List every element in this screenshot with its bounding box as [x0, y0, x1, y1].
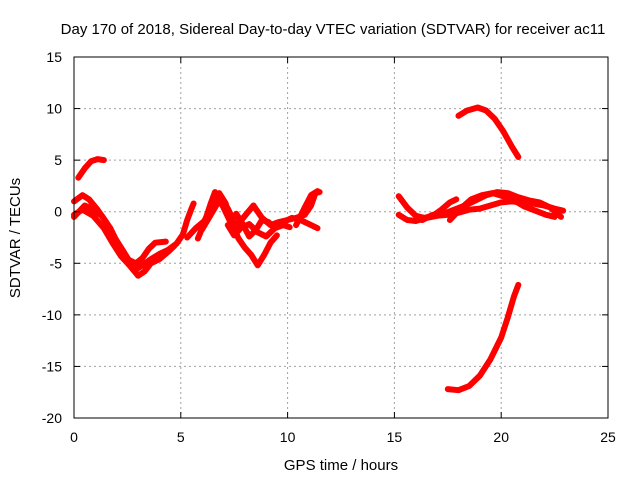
y-axis-ticks: -20 -15 -10 -5 0 5 10 15 — [42, 49, 608, 426]
data-series — [71, 104, 567, 394]
x-tick-label: 15 — [387, 429, 403, 445]
series-arc-2 — [71, 192, 197, 273]
y-tick-label: -10 — [42, 307, 62, 323]
x-tick-label: 25 — [600, 429, 616, 445]
x-axis-ticks: 0 5 10 15 20 25 — [70, 57, 616, 445]
x-tick-label: 0 — [70, 429, 78, 445]
y-tick-label: 5 — [54, 152, 62, 168]
series-arc-14 — [455, 104, 522, 160]
y-tick-label: -5 — [50, 255, 63, 271]
series-arc-15 — [444, 281, 522, 394]
x-tick-label: 5 — [177, 429, 185, 445]
series-arc-1 — [75, 156, 107, 181]
y-tick-label: 15 — [46, 49, 62, 65]
series-arc-3 — [71, 206, 178, 279]
x-tick-label: 10 — [280, 429, 296, 445]
series-arc-7 — [199, 189, 323, 233]
series-arc-13 — [446, 190, 558, 223]
grid-lines — [74, 57, 608, 418]
plot-frame — [73, 56, 609, 419]
y-axis-label: SDTVAR / TECUs — [7, 178, 24, 298]
y-tick-label: -15 — [42, 358, 62, 374]
x-axis-label: GPS time / hours — [284, 457, 398, 474]
series-arc-8 — [224, 214, 321, 240]
y-tick-label: 10 — [46, 101, 62, 117]
x-tick-label: 20 — [493, 429, 509, 445]
chart-title: Day 170 of 2018, Sidereal Day-to-day VTE… — [61, 21, 606, 38]
series-arc-9 — [293, 188, 321, 229]
y-tick-label: -20 — [42, 410, 62, 426]
y-tick-label: 0 — [54, 204, 62, 220]
series-arc-4 — [71, 202, 169, 267]
